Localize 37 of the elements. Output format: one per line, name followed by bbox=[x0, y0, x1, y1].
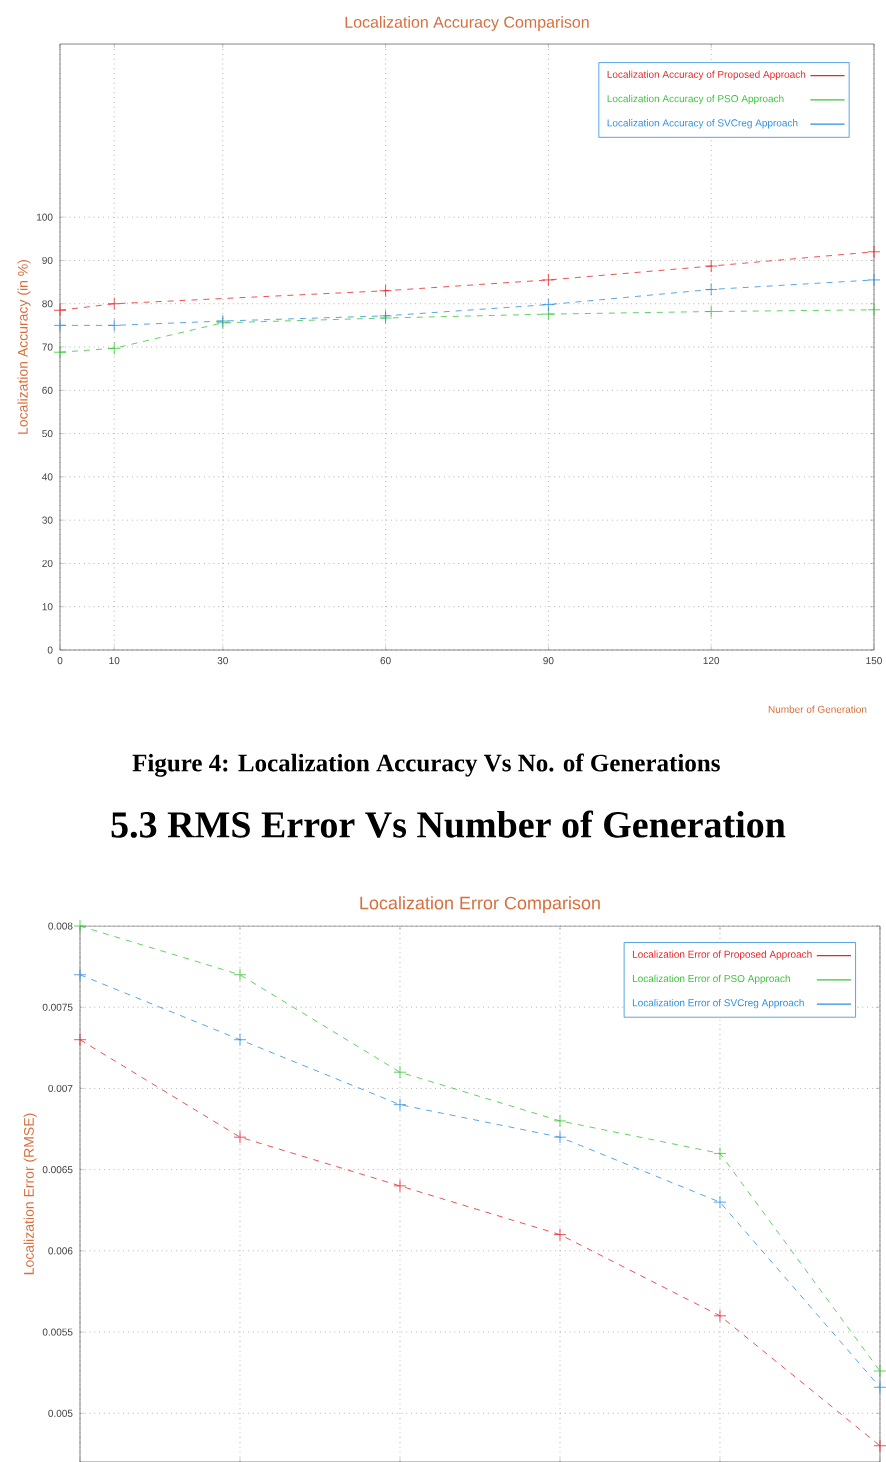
point bbox=[53, 303, 67, 317]
point bbox=[73, 968, 87, 982]
point bbox=[53, 318, 67, 332]
caption: Figure 4: Localization Accuracy Vs No. of Generations bbox=[132, 753, 720, 777]
point bbox=[553, 1114, 567, 1128]
text: 5.3 RMS Error Vs Number of Generation bbox=[111, 810, 786, 838]
point bbox=[873, 1439, 886, 1453]
point bbox=[73, 919, 87, 933]
point bbox=[233, 1130, 247, 1144]
point bbox=[704, 259, 718, 273]
point bbox=[393, 1179, 407, 1193]
point bbox=[107, 341, 121, 355]
point bbox=[393, 1098, 407, 1112]
point bbox=[704, 305, 718, 318]
point bbox=[233, 968, 247, 982]
point bbox=[713, 1195, 727, 1209]
point bbox=[713, 1147, 727, 1160]
point bbox=[233, 1033, 247, 1047]
point bbox=[553, 1130, 567, 1144]
point bbox=[867, 303, 881, 317]
point bbox=[107, 318, 121, 332]
chart-title: Localization Accuracy Comparison bbox=[345, 16, 589, 31]
point bbox=[379, 284, 392, 298]
chart-title: Localization Error Comparison bbox=[360, 896, 600, 913]
point bbox=[73, 1033, 87, 1047]
point bbox=[867, 245, 881, 259]
point bbox=[704, 283, 718, 296]
point bbox=[542, 298, 555, 311]
point bbox=[873, 1364, 886, 1378]
point bbox=[873, 1380, 886, 1394]
point bbox=[393, 1065, 407, 1079]
point bbox=[53, 345, 67, 359]
point bbox=[542, 273, 555, 287]
point bbox=[553, 1228, 567, 1242]
point bbox=[713, 1309, 727, 1323]
point bbox=[107, 297, 121, 311]
point bbox=[867, 273, 881, 287]
